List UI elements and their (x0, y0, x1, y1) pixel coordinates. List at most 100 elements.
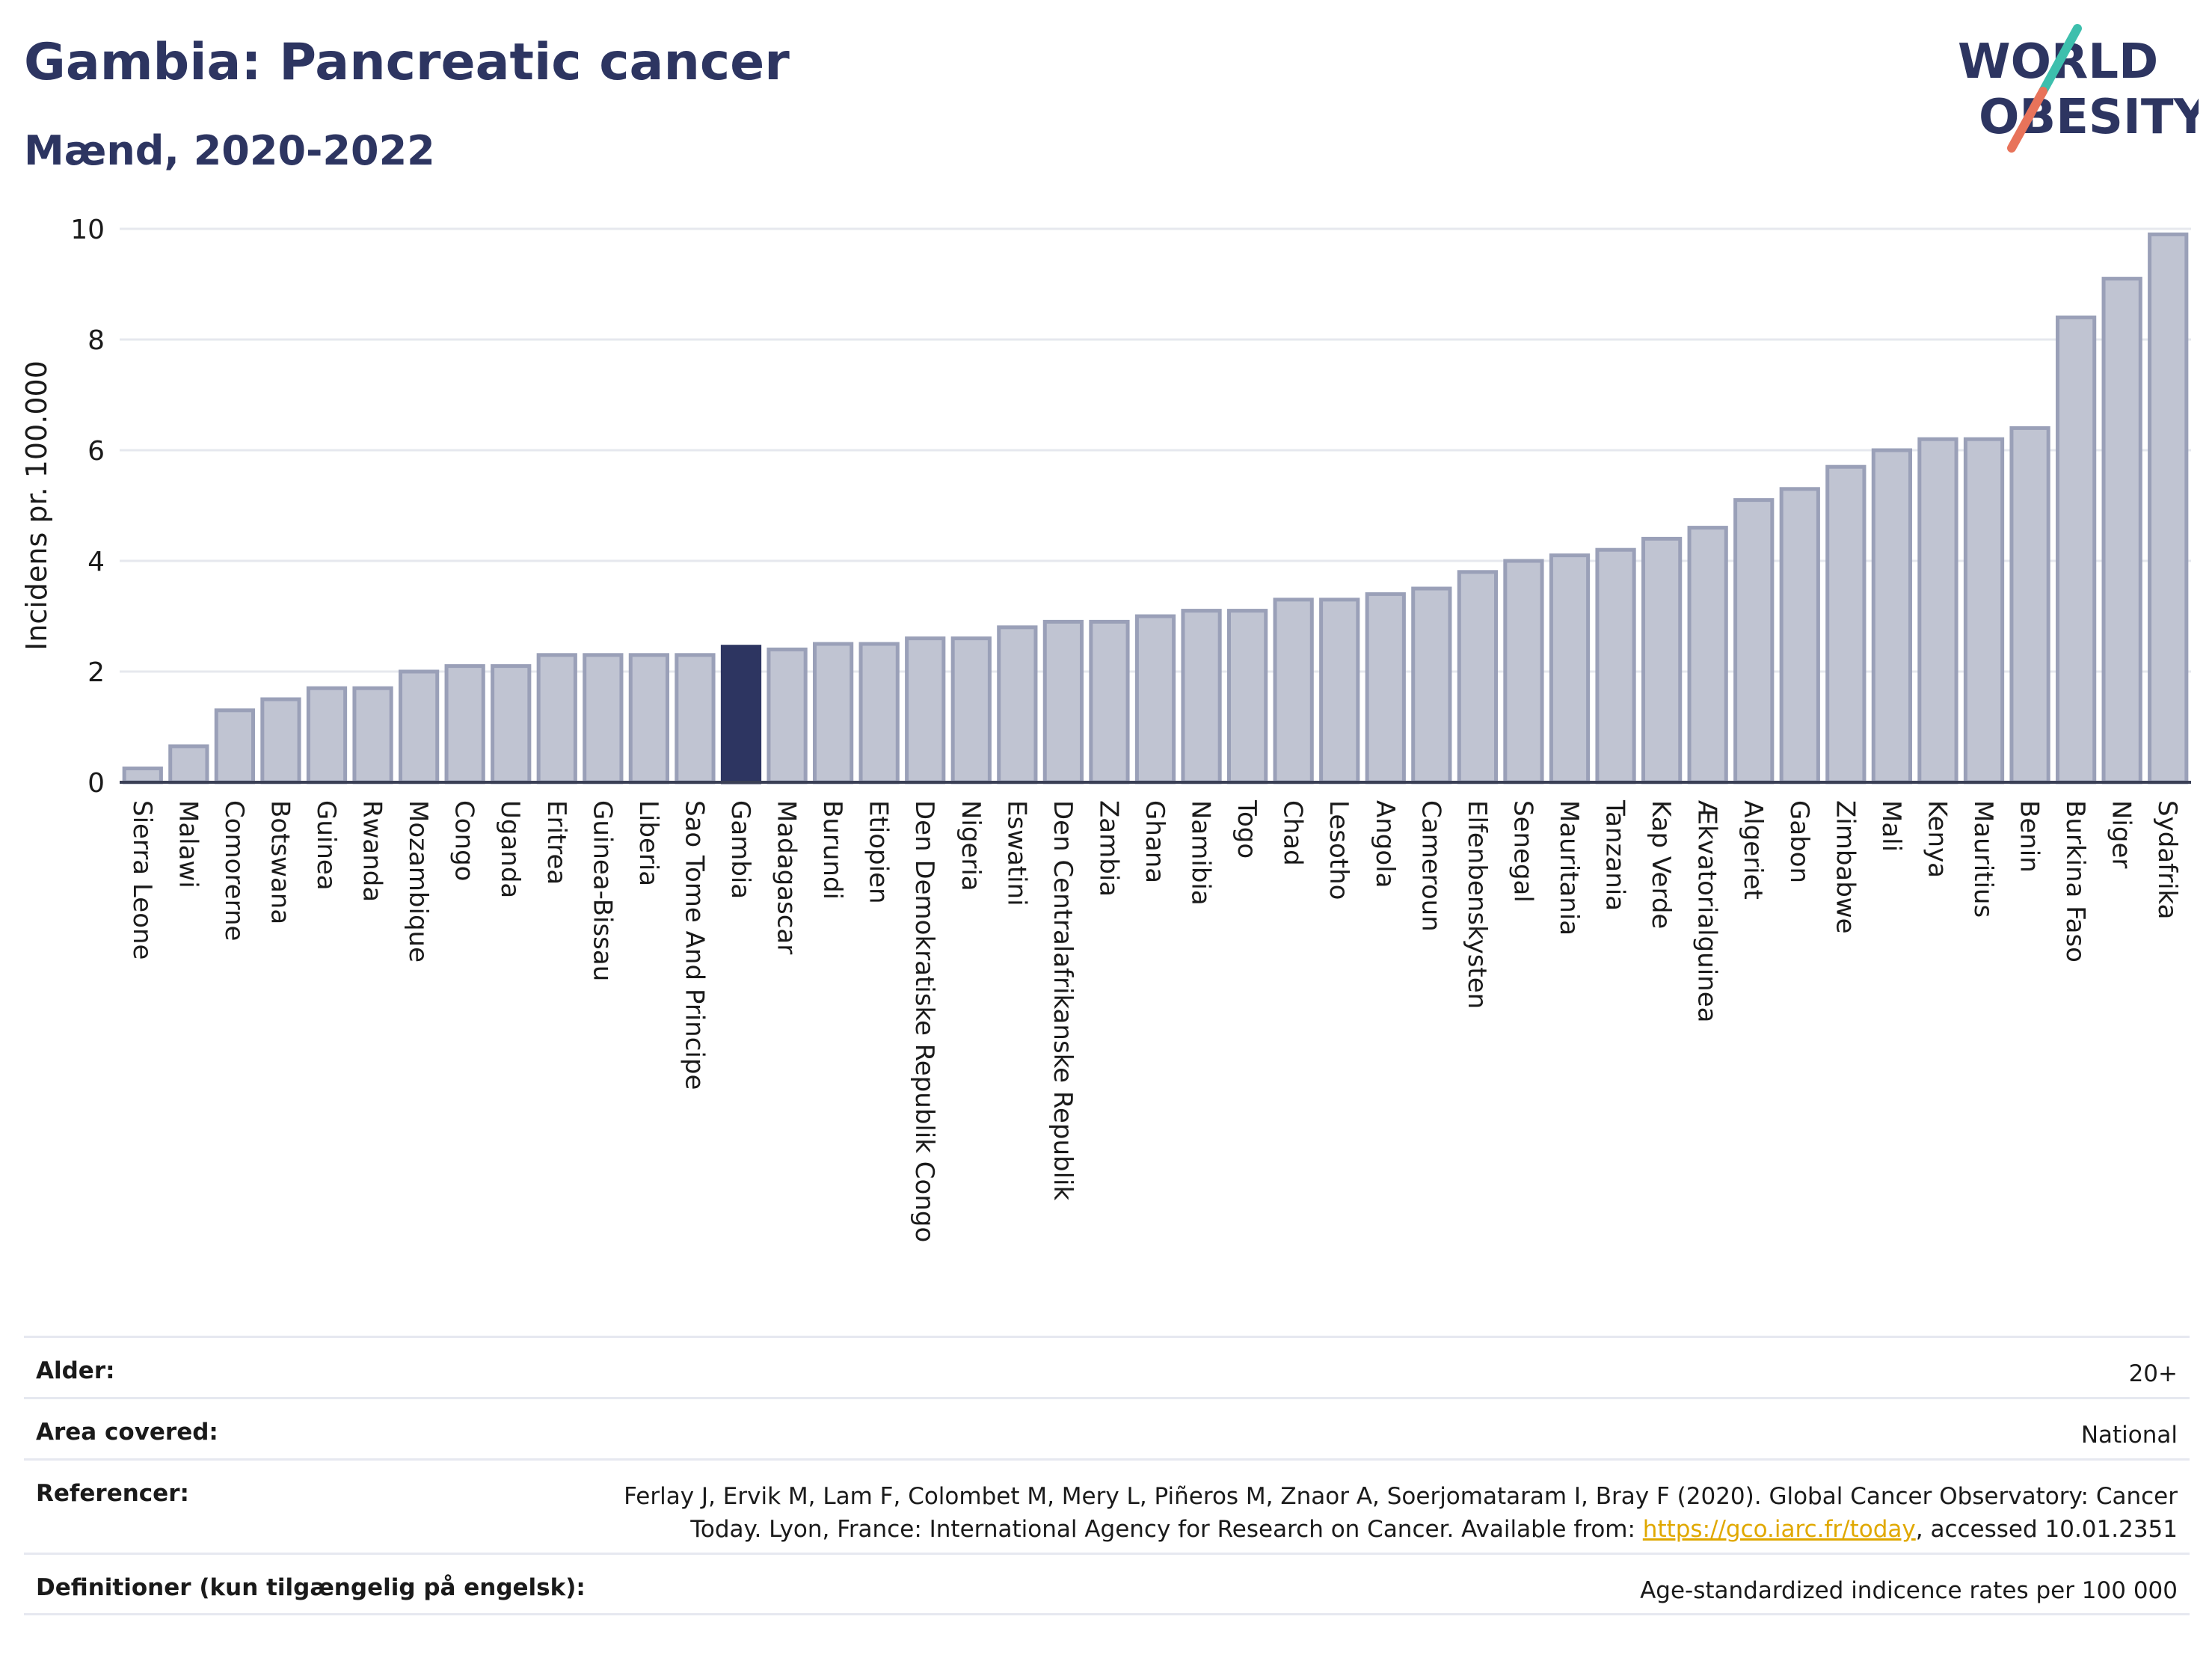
bar-etiopien[interactable] (858, 642, 900, 784)
x-tick-label: Chad (1278, 800, 1308, 866)
footer-key: Area covered: (36, 1419, 218, 1446)
x-tick-label: Liberia (633, 800, 663, 886)
x-tick-label: Botswana (265, 800, 295, 924)
footer-row-age: Alder: 20+ (24, 1336, 2190, 1397)
bar-kenya[interactable] (1917, 437, 1958, 784)
x-tick-label: Burkina Faso (2060, 800, 2090, 962)
bar-botswana[interactable] (260, 697, 301, 784)
x-tick-label: Den Demokratiske Republik Congo (909, 800, 939, 1242)
x-tick-label: Den Centralafrikanske Republik (1048, 800, 1078, 1200)
x-tick-label: Namibia (1186, 800, 1216, 906)
x-tick-label: Comorerne (219, 800, 249, 941)
x-tick-label: Nigeria (956, 800, 986, 891)
x-tick-label: Sierra Leone (127, 800, 157, 959)
world-obesity-logo: WORLD OBESITY (1958, 24, 2199, 153)
bar-ækvatorialguinea[interactable] (1687, 526, 1728, 784)
bar-mauritania[interactable] (1549, 553, 1591, 784)
x-tick-label: Angola (1370, 800, 1400, 888)
bar-malawi[interactable] (168, 744, 209, 784)
bar-cameroun[interactable] (1411, 586, 1452, 784)
bar-tanzania[interactable] (1595, 547, 1636, 784)
bar-chad[interactable] (1273, 598, 1314, 784)
bar-sao-tome-and-principe[interactable] (675, 653, 716, 784)
x-tick-label: Mauritius (1968, 800, 1998, 918)
x-tick-label: Mozambique (403, 800, 433, 962)
footer-value: National (2080, 1422, 2178, 1449)
bar-liberia[interactable] (628, 653, 670, 784)
bar-mozambique[interactable] (398, 669, 440, 784)
footer-key: Definitioner (kun tilgængelig på engelsk… (36, 1574, 586, 1601)
y-tick-label: 10 (70, 215, 105, 245)
y-tick-label: 6 (87, 436, 105, 467)
x-tick-label: Zambia (1093, 800, 1123, 897)
x-tick-label: Kenya (1922, 800, 1952, 878)
y-tick-label: 2 (87, 657, 105, 688)
x-tick-label: Eritrea (541, 800, 571, 885)
bar-chart: 0 2 4 6 8 10 Sierra Leone Malawi Comorerne Botsw… (20, 215, 2191, 1242)
bar-nigeria[interactable] (950, 636, 992, 784)
logo-slash-top (2039, 24, 2082, 96)
bar-den-centralafrikanske-republik[interactable] (1042, 619, 1084, 784)
footer-table: Alder: 20+ Area covered: National Refere… (24, 1336, 2190, 1615)
bar-senegal[interactable] (1503, 559, 1544, 784)
bar-madagascar[interactable] (766, 647, 808, 784)
bar-comorerne[interactable] (214, 708, 256, 784)
footer-value: Age-standardized indicence rates per 100… (1640, 1577, 2178, 1604)
bar-congo[interactable] (444, 664, 485, 784)
bar-guinea-bissau[interactable] (583, 653, 624, 784)
x-tick-label: Togo (1232, 799, 1262, 859)
reference-link[interactable]: https://gco.iarc.fr/today (1642, 1516, 1916, 1543)
y-tick-label: 8 (87, 325, 105, 356)
x-tick-label: Sao Tome And Principe (679, 800, 709, 1090)
x-tick-label: Tanzania (1600, 799, 1630, 911)
x-tick-label: Gambia (725, 800, 755, 899)
x-tick-label: Benin (2015, 800, 2044, 873)
footer-value: 20+ (2128, 1360, 2178, 1387)
bar-den-demokratiske-republik-congo[interactable] (905, 636, 946, 784)
bar-eswatini[interactable] (997, 625, 1038, 784)
bar-lesotho[interactable] (1319, 598, 1360, 784)
x-tick-label: Guinea-Bissau (587, 800, 617, 981)
bar-ghana[interactable] (1134, 614, 1176, 784)
bar-mali[interactable] (1871, 448, 1913, 784)
bar-mauritius[interactable] (1963, 437, 2005, 784)
page-subtitle: Mænd, 2020-2022 (24, 127, 435, 174)
bar-zimbabwe[interactable] (1825, 464, 1867, 784)
bar-namibia[interactable] (1181, 609, 1222, 784)
bar-gambia[interactable] (720, 645, 762, 784)
x-tick-label: Cameroun (1416, 800, 1446, 932)
bar-sydafrika[interactable] (2148, 232, 2189, 784)
footer-row-definitions: Definitioner (kun tilgængelig på engelsk… (24, 1553, 2190, 1615)
x-tick-label: Uganda (495, 800, 525, 898)
x-tick-label: Mauritania (1554, 800, 1584, 936)
bar-algeriet[interactable] (1733, 498, 1775, 784)
bar-gabon[interactable] (1779, 487, 1820, 784)
bar-zambia[interactable] (1089, 619, 1130, 784)
bar-rwanda[interactable] (352, 686, 393, 784)
bars (122, 232, 2189, 784)
bar-benin[interactable] (2009, 426, 2050, 784)
bar-niger[interactable] (2101, 277, 2142, 784)
bar-burundi[interactable] (812, 642, 854, 784)
footer-row-references: Referencer: Ferlay J, Ervik M, Lam F, Co… (24, 1458, 2190, 1553)
x-tick-label: Madagascar (772, 800, 802, 954)
footer-row-area: Area covered: National (24, 1397, 2190, 1458)
x-tick-label: Malawi (173, 800, 203, 888)
bar-burkina-faso[interactable] (2055, 315, 2097, 784)
logo-slash-bottom (2007, 87, 2047, 153)
bar-uganda[interactable] (491, 664, 532, 784)
x-tick-label: Mali (1876, 800, 1906, 852)
bar-togo[interactable] (1226, 609, 1268, 784)
reference-accessed: , accessed 10.01.2351 (1915, 1516, 2178, 1543)
bar-kap-verde[interactable] (1641, 536, 1683, 784)
bar-guinea[interactable] (306, 686, 348, 784)
bar-eritrea[interactable] (536, 653, 577, 784)
bar-elfenbenskysten[interactable] (1457, 570, 1499, 784)
x-tick-label: Senegal (1508, 800, 1537, 903)
footer-key: Referencer: (36, 1480, 189, 1507)
bar-sierra-leone[interactable] (122, 767, 163, 784)
x-tick-label: Lesotho (1324, 800, 1354, 900)
bar-angola[interactable] (1365, 592, 1406, 784)
y-axis-ticks: 0 2 4 6 8 10 (70, 215, 105, 799)
y-axis-label: Incidens pr. 100.000 (20, 360, 53, 651)
